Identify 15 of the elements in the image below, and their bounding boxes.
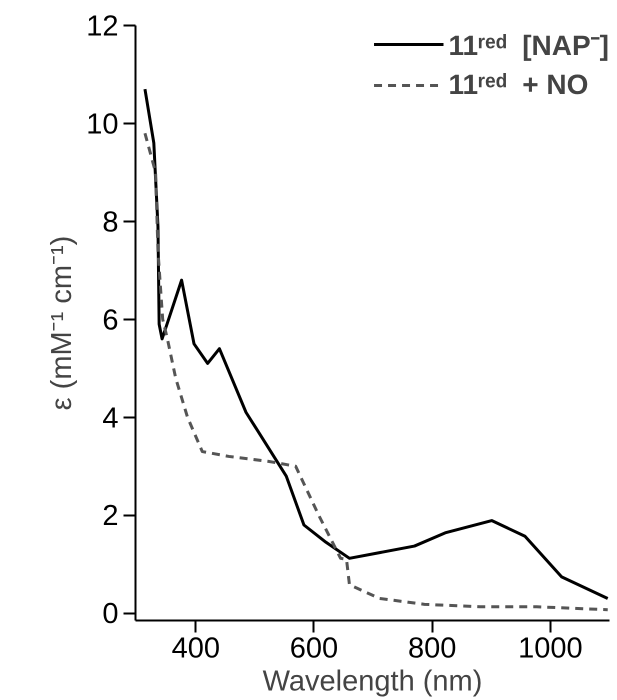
- x-tick-label: 1000: [518, 632, 583, 664]
- x-tick-label: 600: [290, 632, 338, 664]
- legend-label: 11ʳᵉᵈ + NO: [448, 69, 588, 101]
- y-tick-label: 10: [86, 108, 119, 140]
- y-tick-label: 4: [102, 402, 119, 434]
- y-tick-label: 6: [102, 304, 119, 336]
- y-tick-label: 0: [102, 598, 119, 630]
- legend-label: 11ʳᵉᵈ [NAP⁻]: [448, 29, 609, 63]
- x-axis-title: Wavelength (nm): [262, 666, 482, 698]
- y-tick-label: 8: [102, 206, 119, 238]
- x-tick-label: 800: [408, 632, 456, 664]
- y-tick-label: 2: [102, 500, 119, 532]
- x-tick-label: 400: [172, 632, 220, 664]
- y-axis-title: ε (mM⁻¹ cm⁻¹): [46, 236, 78, 410]
- y-tick-label: 12: [86, 10, 119, 42]
